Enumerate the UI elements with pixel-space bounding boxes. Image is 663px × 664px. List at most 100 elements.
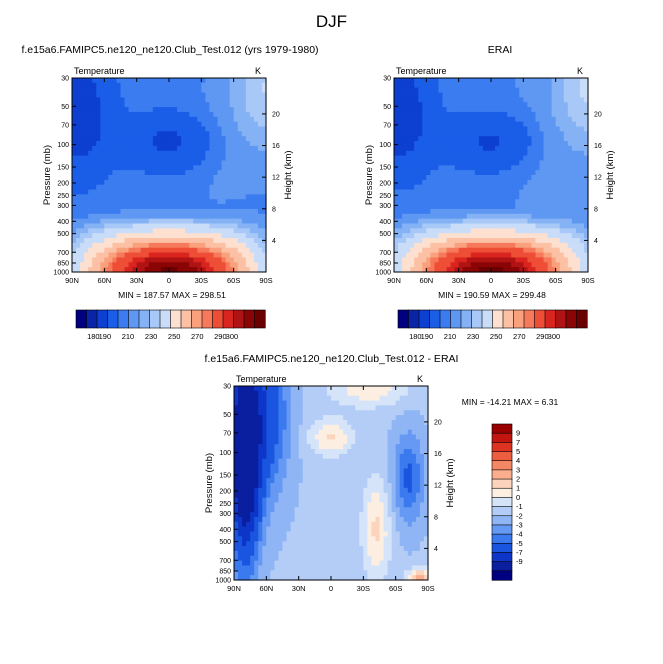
field-cell bbox=[515, 116, 520, 123]
field-cell bbox=[72, 194, 77, 200]
field-cell bbox=[339, 415, 344, 421]
field-cell bbox=[278, 415, 284, 421]
field-cell bbox=[567, 175, 573, 181]
field-cell bbox=[406, 223, 411, 229]
field-cell bbox=[442, 107, 448, 113]
field-cell bbox=[351, 405, 356, 411]
field-cell bbox=[466, 262, 472, 268]
field-cell bbox=[359, 390, 364, 397]
field-cell bbox=[410, 82, 415, 89]
field-cell bbox=[322, 434, 328, 440]
field-cell bbox=[152, 121, 158, 128]
field-cell bbox=[310, 434, 316, 440]
field-cell bbox=[242, 410, 247, 416]
field-cell bbox=[234, 478, 239, 484]
field-cell bbox=[503, 92, 508, 98]
field-cell bbox=[418, 252, 423, 259]
field-cell bbox=[486, 238, 492, 244]
field-cell bbox=[414, 136, 419, 142]
field-cell bbox=[209, 238, 215, 244]
field-cell bbox=[298, 386, 304, 392]
field-cell bbox=[519, 223, 524, 229]
field-cell bbox=[76, 257, 81, 263]
field-cell bbox=[201, 126, 206, 132]
field-cell bbox=[466, 267, 472, 273]
field-cell bbox=[434, 92, 440, 98]
field-cell bbox=[458, 136, 464, 142]
field-cell bbox=[523, 247, 528, 254]
field-cell bbox=[491, 150, 496, 157]
field-cell bbox=[347, 449, 352, 455]
field-cell bbox=[543, 170, 549, 176]
field-cell bbox=[132, 175, 138, 181]
field-cell bbox=[282, 395, 288, 402]
field-cell bbox=[241, 223, 247, 229]
field-cell bbox=[458, 126, 464, 132]
field-cell bbox=[148, 82, 154, 89]
field-cell bbox=[402, 97, 407, 103]
field-cell bbox=[495, 126, 500, 132]
field-cell bbox=[511, 242, 516, 249]
field-cell bbox=[551, 145, 557, 152]
field-cell bbox=[197, 87, 202, 94]
field-cell bbox=[470, 204, 476, 210]
field-cell bbox=[274, 386, 280, 392]
field-cell bbox=[104, 262, 109, 268]
field-cell bbox=[278, 424, 284, 431]
field-cell bbox=[478, 97, 484, 103]
field-cell bbox=[245, 208, 251, 215]
field-cell bbox=[531, 155, 537, 162]
field-cell bbox=[399, 429, 405, 436]
field-cell bbox=[583, 116, 589, 123]
field-cell bbox=[539, 78, 545, 84]
x-tick-label: 30N bbox=[130, 276, 144, 285]
field-cell bbox=[575, 121, 581, 128]
field-cell bbox=[470, 267, 476, 273]
field-cell bbox=[242, 395, 247, 402]
field-cell bbox=[249, 208, 255, 215]
field-cell bbox=[446, 204, 452, 210]
field-cell bbox=[579, 136, 585, 142]
field-cell bbox=[246, 478, 251, 484]
field-cell bbox=[511, 175, 516, 181]
field-cell bbox=[169, 218, 174, 225]
field-cell bbox=[261, 199, 267, 205]
field-cell bbox=[266, 415, 271, 421]
field-cell bbox=[116, 233, 122, 239]
field-cell bbox=[535, 165, 541, 171]
field-cell bbox=[539, 218, 545, 225]
field-cell bbox=[233, 179, 239, 186]
field-cell bbox=[387, 453, 393, 460]
field-cell bbox=[217, 228, 223, 234]
field-cell bbox=[108, 121, 114, 128]
field-cell bbox=[100, 218, 105, 225]
field-cell bbox=[491, 247, 496, 254]
field-cell bbox=[414, 160, 419, 166]
field-cell bbox=[262, 415, 267, 421]
field-cell bbox=[237, 228, 243, 234]
field-cell bbox=[217, 155, 223, 162]
field-cell bbox=[242, 463, 247, 470]
field-cell bbox=[446, 160, 452, 166]
field-cell bbox=[237, 184, 243, 191]
field-cell bbox=[486, 228, 492, 234]
field-cell bbox=[253, 155, 259, 162]
field-cell bbox=[201, 97, 206, 103]
field-cell bbox=[406, 204, 411, 210]
field-cell bbox=[507, 208, 512, 215]
field-cell bbox=[201, 184, 206, 191]
field-cell bbox=[238, 424, 243, 431]
field-cell bbox=[116, 257, 122, 263]
field-cell bbox=[72, 252, 77, 259]
field-cell bbox=[314, 468, 320, 474]
field-cell bbox=[462, 213, 468, 220]
field-cell bbox=[156, 92, 162, 98]
field-cell bbox=[177, 179, 182, 186]
field-cell bbox=[563, 111, 569, 118]
field-cell bbox=[96, 208, 101, 215]
field-cell bbox=[124, 213, 130, 220]
field-cell bbox=[144, 213, 150, 220]
field-cell bbox=[108, 131, 114, 137]
field-cell bbox=[120, 184, 126, 191]
field-cell bbox=[104, 199, 109, 205]
